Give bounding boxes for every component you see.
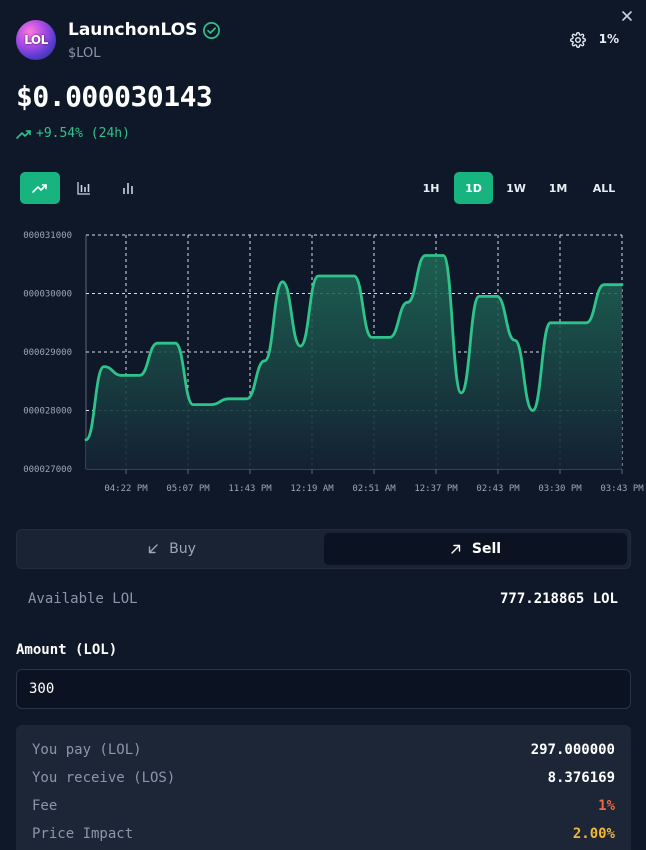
x-tick-label: 02:43 PM	[476, 484, 520, 494]
x-tick-label: 03:30 PM	[538, 484, 582, 494]
token-name: LaunchonLOS	[68, 20, 198, 40]
price-impact-label: Price Impact	[32, 826, 134, 842]
pay-value: 297.000000	[530, 742, 615, 758]
price-change: +9.54% (24h)	[16, 126, 130, 141]
trade-tabs: Buy Sell	[16, 529, 631, 569]
amount-label: Amount (LOL)	[16, 642, 118, 658]
tab-sell[interactable]: Sell	[324, 533, 627, 565]
y-tick-label: 000027000	[23, 465, 72, 475]
timeframe-1m[interactable]: 1M	[548, 181, 568, 195]
gear-icon[interactable]	[570, 32, 586, 48]
close-icon[interactable]	[620, 9, 634, 23]
price-chart[interactable]: 000031000 000030000 000029000 000028000 0000…	[0, 220, 646, 500]
tab-sell-label: Sell	[471, 541, 502, 557]
receive-label: You receive (LOS)	[32, 770, 176, 786]
candlestick-icon	[77, 182, 90, 195]
trade-summary: You pay (LOL) 297.000000 You receive (LO…	[16, 725, 631, 850]
y-tick-label: 000031000	[23, 231, 72, 241]
tab-buy[interactable]: Buy	[20, 533, 323, 565]
y-tick-label: 000030000	[23, 290, 72, 300]
verified-check-icon	[203, 22, 220, 39]
y-tick-label: 000028000	[23, 407, 72, 417]
timeframe-1w[interactable]: 1W	[506, 181, 526, 195]
available-balance-label: Available LOL	[28, 591, 138, 607]
tab-buy-label: Buy	[169, 541, 196, 557]
candlestick-chart-button[interactable]	[64, 172, 104, 204]
fee-value: 1%	[598, 798, 615, 814]
receive-value: 8.376169	[547, 770, 615, 786]
x-tick-label: 12:19 AM	[290, 484, 334, 494]
token-logo: LOL	[16, 20, 56, 60]
amount-input[interactable]	[16, 669, 631, 709]
summary-row-pay: You pay (LOL) 297.000000	[32, 742, 615, 762]
price-line	[84, 254, 624, 442]
slippage-value[interactable]: 1%	[598, 32, 619, 46]
volume-bars-icon	[123, 183, 133, 194]
chart-toolbar: 1H 1D 1W 1M ALL	[20, 172, 626, 204]
volume-chart-button[interactable]	[108, 172, 148, 204]
x-tick-label: 04:22 PM	[104, 484, 148, 494]
timeframe-all[interactable]: ALL	[592, 181, 616, 195]
x-tick-label: 12:37 PM	[414, 484, 458, 494]
timeframe-1h[interactable]: 1H	[422, 181, 440, 195]
token-symbol: $LOL	[68, 46, 101, 61]
x-tick-label: 05:07 PM	[166, 484, 210, 494]
fee-label: Fee	[32, 798, 58, 814]
summary-row-receive: You receive (LOS) 8.376169	[32, 770, 615, 790]
pay-label: You pay (LOL)	[32, 742, 142, 758]
price-impact-value: 2.00%	[572, 826, 615, 842]
token-price: $0.000030143	[16, 80, 213, 113]
trending-up-icon	[16, 129, 31, 139]
arrow-down-left-icon	[148, 544, 158, 554]
summary-row-fee: Fee 1%	[32, 798, 615, 818]
y-tick-label: 000029000	[23, 348, 72, 358]
x-tick-label: 02:51 AM	[352, 484, 396, 494]
line-chart-button[interactable]	[20, 172, 60, 204]
available-balance-value: 777.218865 LOL	[499, 591, 618, 607]
x-tick-label: 03:43 PM	[600, 484, 644, 494]
token-logo-text: LOL	[24, 33, 48, 47]
summary-row-impact: Price Impact 2.00%	[32, 826, 615, 846]
price-area	[86, 255, 622, 469]
line-chart-icon	[32, 184, 47, 193]
x-tick-label: 11:43 PM	[228, 484, 272, 494]
token-header: LOL LaunchonLOS $LOL 1%	[16, 18, 630, 68]
arrow-up-right-icon	[451, 544, 461, 554]
price-change-text: +9.54% (24h)	[36, 126, 130, 141]
timeframe-1d[interactable]: 1D	[454, 172, 493, 204]
